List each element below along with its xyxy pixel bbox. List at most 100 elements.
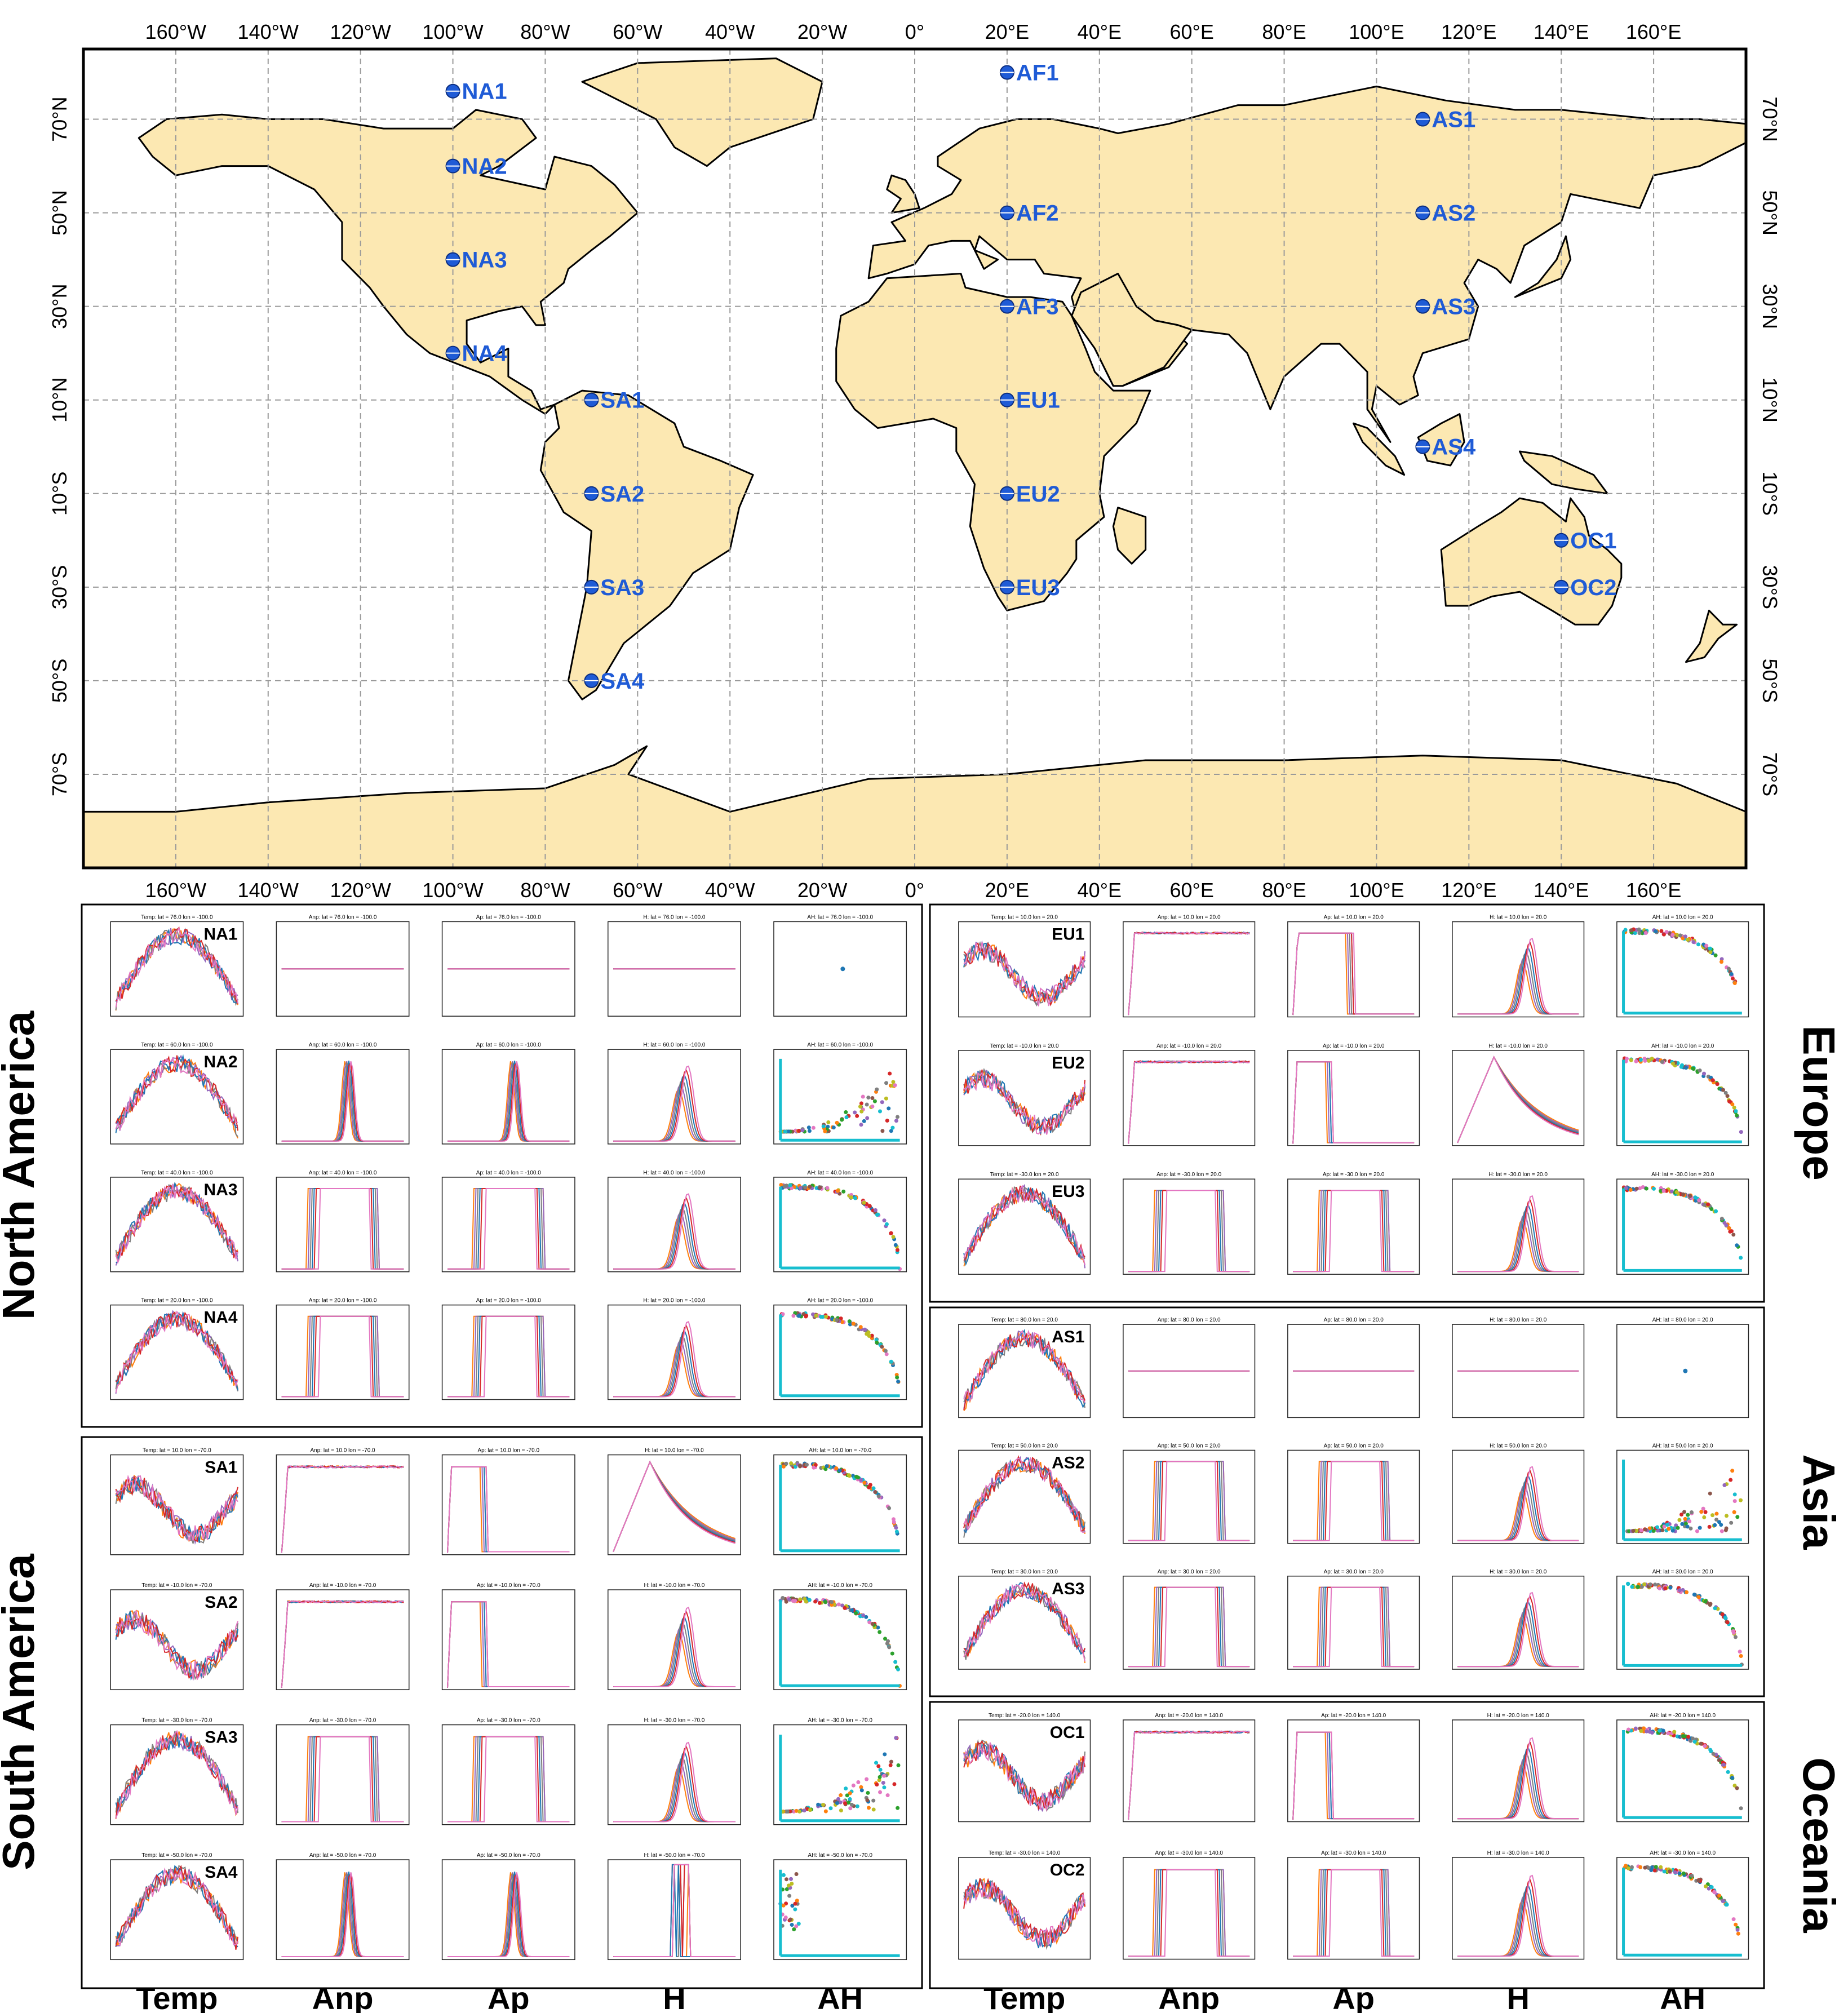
data-point [1667, 1527, 1671, 1531]
data-point [1638, 1058, 1643, 1062]
column-label: AH [1660, 1980, 1705, 2013]
data-point [1637, 927, 1641, 932]
lon-tick-label-bottom: 100°W [422, 879, 483, 902]
data-point [849, 1802, 854, 1807]
subplot-axes [276, 1724, 410, 1825]
data-point [864, 1615, 868, 1619]
data-point [1714, 1209, 1718, 1213]
lon-tick-label-bottom: 140°E [1534, 879, 1589, 902]
data-point [891, 1235, 896, 1239]
data-point [785, 1810, 790, 1814]
series-line [963, 1586, 1086, 1664]
site-code-label: SA1 [205, 1458, 237, 1477]
data-point [1690, 1873, 1694, 1878]
data-point [880, 1129, 885, 1133]
series-line [1128, 1586, 1250, 1668]
data-point [888, 1071, 892, 1076]
site-label: AS1 [1432, 108, 1475, 132]
data-point [859, 1785, 863, 1789]
data-point [853, 1110, 857, 1115]
data-point [862, 1119, 866, 1123]
data-point [878, 1775, 882, 1779]
lon-tick-label-bottom: 60°W [613, 879, 662, 902]
subplot-title: Ap: lat = -50.0 lon = -70.0 [477, 1852, 540, 1859]
data-point [1727, 1099, 1731, 1103]
data-point [1702, 1071, 1707, 1076]
data-point [1643, 1058, 1647, 1063]
landmass-sumatra [1353, 422, 1406, 476]
data-point [1695, 1529, 1699, 1533]
landmass-new-guinea [1519, 450, 1608, 495]
series-line [963, 1879, 1086, 1949]
subplot-title: Anp: lat = 40.0 lon = -100.0 [309, 1170, 377, 1176]
series-line [115, 1610, 239, 1681]
data-point [1696, 942, 1700, 947]
data-point [828, 1806, 833, 1811]
column-label: H [1506, 1980, 1529, 2013]
data-point [1651, 1528, 1656, 1533]
data-point [1693, 1195, 1698, 1200]
data-point [1679, 1512, 1684, 1517]
data-point [867, 1204, 872, 1208]
site-label: SA4 [600, 669, 645, 694]
series-line [116, 1867, 238, 1947]
data-point [874, 1761, 879, 1765]
site-code-label: EU1 [1052, 925, 1084, 944]
data-point [884, 1081, 889, 1085]
data-point [1678, 1588, 1682, 1593]
data-point [1735, 1243, 1739, 1248]
series-line [1457, 938, 1579, 1015]
data-point [1686, 937, 1690, 942]
data-point [845, 1793, 849, 1798]
data-point [1639, 1729, 1643, 1733]
data-point [844, 1110, 848, 1114]
series-line [115, 1311, 238, 1382]
data-point [1704, 943, 1709, 948]
data-point [838, 1800, 843, 1804]
data-point [1676, 1526, 1680, 1530]
series-line [115, 1310, 239, 1393]
data-point [826, 1120, 831, 1125]
data-point [1665, 1523, 1669, 1527]
series-line [281, 1872, 404, 1957]
subplot-axes [1123, 1449, 1256, 1544]
series-line [963, 1742, 1086, 1812]
data-point [1655, 1057, 1660, 1062]
series-line [1128, 1869, 1250, 1957]
lon-tick-label-bottom: 140°W [238, 879, 299, 902]
data-point [1673, 1870, 1677, 1874]
data-point [1692, 1592, 1696, 1597]
data-point [1708, 946, 1712, 951]
series-line [281, 1600, 404, 1688]
data-point [856, 1475, 860, 1480]
data-point [800, 1128, 805, 1133]
data-point [1731, 1629, 1735, 1634]
subplot-axes [441, 1724, 575, 1825]
data-point [1731, 1232, 1736, 1237]
site-code-label: NA2 [204, 1053, 238, 1071]
data-point [1691, 940, 1696, 945]
data-point [1664, 930, 1669, 934]
subplot-axes [608, 1454, 741, 1555]
subplot-axes [773, 921, 907, 1017]
map-frame [82, 47, 1748, 870]
series-line [115, 1730, 239, 1819]
landmass-borneo [1417, 413, 1465, 467]
data-point [1677, 1518, 1682, 1522]
landmass-japan [1514, 235, 1572, 298]
data-point [1660, 1059, 1664, 1064]
data-point [840, 1603, 845, 1608]
site-label: NA3 [462, 248, 507, 273]
data-point [885, 1793, 890, 1798]
series-line [1128, 1190, 1250, 1272]
data-point [1720, 1217, 1724, 1221]
data-point [1713, 953, 1718, 957]
data-point [1710, 1513, 1715, 1518]
data-point [1735, 1515, 1740, 1519]
lon-tick-label-top: 100°E [1349, 20, 1404, 43]
data-point [1726, 1770, 1730, 1774]
data-point [865, 1102, 869, 1107]
site-label: AF2 [1016, 201, 1059, 226]
data-point [893, 1660, 898, 1664]
series-line [281, 1061, 404, 1142]
